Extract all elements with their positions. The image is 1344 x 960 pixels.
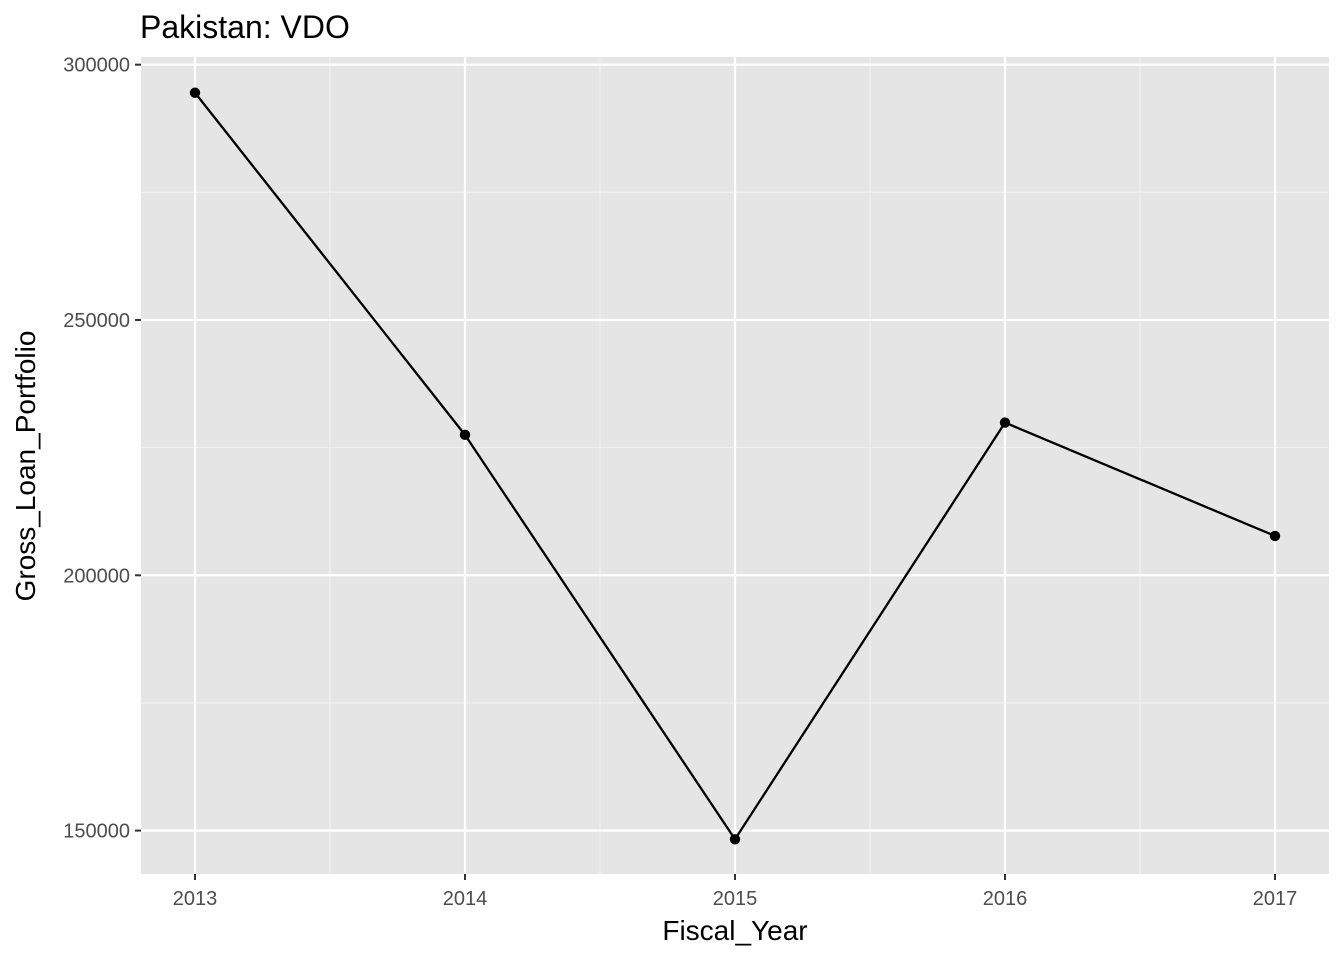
y-axis-title: Gross_Loan_Portfolio xyxy=(10,331,41,602)
data-point xyxy=(999,417,1011,428)
y-tick-label: 250000 xyxy=(63,310,130,332)
x-tick-label: 2016 xyxy=(983,888,1028,910)
chart-title: Pakistan: VDO xyxy=(140,9,350,45)
x-tick-label: 2017 xyxy=(1253,888,1298,910)
series-layer xyxy=(189,87,1281,845)
data-point xyxy=(459,429,471,441)
x-axis-title: Fiscal_Year xyxy=(662,915,807,946)
y-tick-label: 200000 xyxy=(63,565,130,587)
x-axis: 2013 2014 2015 2016 2017 xyxy=(173,874,1298,910)
y-tick-label: 300000 xyxy=(63,55,130,77)
x-tick-label: 2013 xyxy=(173,888,218,910)
data-point xyxy=(729,834,741,845)
y-tick-label: 150000 xyxy=(63,821,130,843)
x-tick-label: 2014 xyxy=(443,888,488,910)
y-axis: 150000 200000 250000 300000 xyxy=(63,55,141,843)
data-point xyxy=(189,87,201,98)
x-tick-label: 2015 xyxy=(713,888,758,910)
data-point xyxy=(1269,530,1281,542)
grid-major xyxy=(141,57,1329,874)
